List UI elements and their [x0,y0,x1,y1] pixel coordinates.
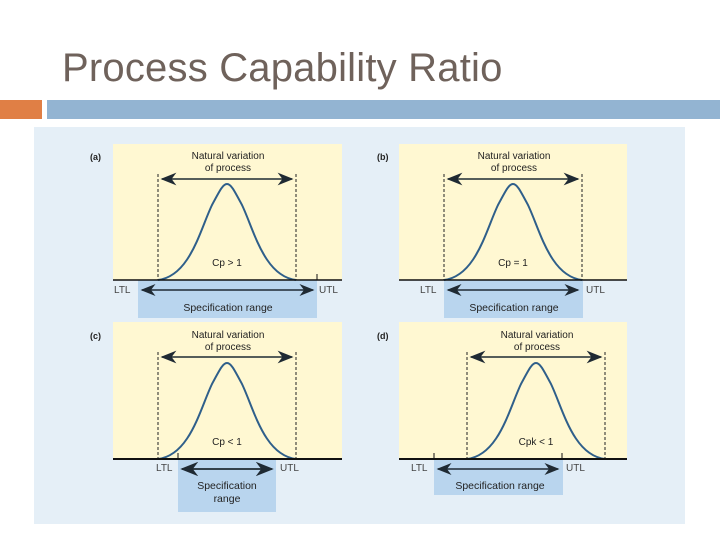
svg-text:range: range [214,493,241,505]
ltl-label: LTL [420,285,437,296]
ltl-label: LTL [114,285,131,296]
normal-curve [443,182,583,281]
svg-text:Natural variation: Natural variation [501,330,574,341]
spec-range-label: Specification range [455,480,544,492]
ratio-label: Cp < 1 [212,437,242,448]
utl-label: UTL [566,463,585,474]
panel-a: (a) Natural variation of process Cp > 1 … [90,144,342,318]
panel-label: (b) [377,152,389,162]
svg-text:of process: of process [205,342,251,353]
panel-c: (c) Natural variation of process Cp < 1 … [90,322,342,512]
spec-range-label: Specification range [469,302,558,314]
ratio-label: Cpk < 1 [519,437,554,448]
slide-title: Process Capability Ratio [62,46,503,90]
svg-text:Natural variation: Natural variation [192,151,265,162]
spec-range-label: Specification range [183,302,272,314]
utl-label: UTL [586,285,605,296]
svg-text:of process: of process [205,163,251,174]
normal-curve [157,361,297,460]
panel-b: (b) Natural variation of process Cp = 1 … [377,144,627,318]
ratio-label: Cp > 1 [212,258,242,269]
normal-curve [466,361,606,460]
svg-text:of process: of process [491,163,537,174]
spec-range-label: Specification [197,480,257,492]
normal-curve [157,182,297,281]
utl-label: UTL [319,285,338,296]
ratio-label: Cp = 1 [498,258,528,269]
ltl-label: LTL [411,463,428,474]
svg-text:Natural variation: Natural variation [192,330,265,341]
ltl-label: LTL [156,463,173,474]
utl-label: UTL [280,463,299,474]
svg-text:Natural variation: Natural variation [478,151,551,162]
panel-label: (d) [377,331,389,341]
panel-label: (c) [90,331,101,341]
panel-label: (a) [90,152,101,162]
svg-text:of process: of process [514,342,560,353]
panel-d: (d) Natural variation of process Cpk < 1… [377,322,627,495]
blue-title-bar [47,100,720,119]
orange-accent-bar [0,100,42,119]
